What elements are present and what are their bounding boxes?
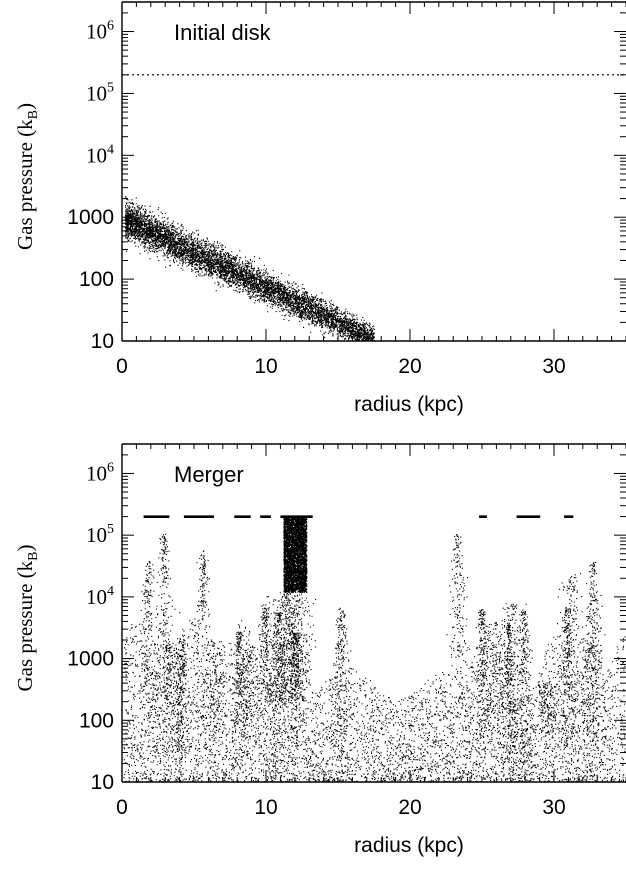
y-axis-label-close: ) <box>13 103 37 110</box>
y-tick-label: 100 <box>79 268 114 291</box>
y-tick-label: 105 <box>86 522 114 547</box>
y-tick-label-base: 100 <box>79 268 114 291</box>
x-tick-label: 0 <box>116 355 128 378</box>
y-axis-label-subscript: B <box>26 110 41 119</box>
x-tick-label: 30 <box>542 796 565 819</box>
y-tick-label: 1000 <box>67 648 114 671</box>
y-axis-label-subscript: B <box>26 552 41 561</box>
y-tick-label: 106 <box>86 19 114 44</box>
y-tick-label-base: 10 <box>86 523 107 547</box>
axis-ticks <box>121 443 626 783</box>
y-tick-label-base: 1000 <box>67 648 114 671</box>
x-axis-label: radius (kpc) <box>354 834 464 857</box>
y-tick-label: 10 <box>91 771 114 794</box>
y-axis-label-main: Gas pressure (k <box>13 119 37 250</box>
y-tick-label: 10 <box>91 330 114 353</box>
y-tick-label-base: 10 <box>86 585 107 609</box>
y-tick-label-base: 1000 <box>67 206 114 229</box>
y-tick-label: 105 <box>86 80 114 105</box>
y-tick-label-exponent: 6 <box>107 460 114 475</box>
y-axis-label-close: ) <box>13 545 37 552</box>
y-tick-label: 104 <box>86 584 114 609</box>
y-tick-label-base: 10 <box>86 20 107 44</box>
y-tick-label-base: 10 <box>91 330 114 353</box>
points-layer <box>124 196 376 341</box>
y-axis-label-main: Gas pressure (k <box>13 560 37 691</box>
points-layer <box>123 515 626 782</box>
y-tick-label: 1000 <box>67 206 114 229</box>
axes-frame <box>121 443 626 783</box>
y-tick-label-exponent: 5 <box>107 80 114 95</box>
panel-annotation: Merger <box>174 462 244 487</box>
y-tick-label-exponent: 4 <box>107 584 114 599</box>
y-tick-label-base: 10 <box>86 461 107 485</box>
x-tick-label: 10 <box>254 796 277 819</box>
scatter-points <box>123 515 626 782</box>
panel-annotation: Initial disk <box>174 20 272 45</box>
axis-ticks <box>121 1 626 342</box>
y-tick-label-base: 100 <box>79 709 114 732</box>
y-tick-label-exponent: 6 <box>107 19 114 34</box>
axes-frame <box>121 1 626 342</box>
y-tick-label: 100 <box>79 709 114 732</box>
x-tick-label: 10 <box>254 355 277 378</box>
y-axis-label: Gas pressure (kB) <box>13 103 41 250</box>
y-tick-label-base: 10 <box>86 143 107 167</box>
x-tick-label: 20 <box>398 796 421 819</box>
scatter-points <box>124 196 376 341</box>
x-tick-label: 0 <box>116 796 128 819</box>
y-tick-label-base: 10 <box>91 771 114 794</box>
x-tick-label: 30 <box>542 355 565 378</box>
y-tick-label: 106 <box>86 460 114 485</box>
y-tick-label: 104 <box>86 142 114 167</box>
x-axis-label: radius (kpc) <box>354 393 464 416</box>
y-tick-label-exponent: 4 <box>107 142 114 157</box>
y-tick-label-base: 10 <box>86 81 107 105</box>
y-tick-label-exponent: 5 <box>107 522 114 537</box>
x-tick-label: 20 <box>398 355 421 378</box>
y-axis-label: Gas pressure (kB) <box>13 545 41 692</box>
